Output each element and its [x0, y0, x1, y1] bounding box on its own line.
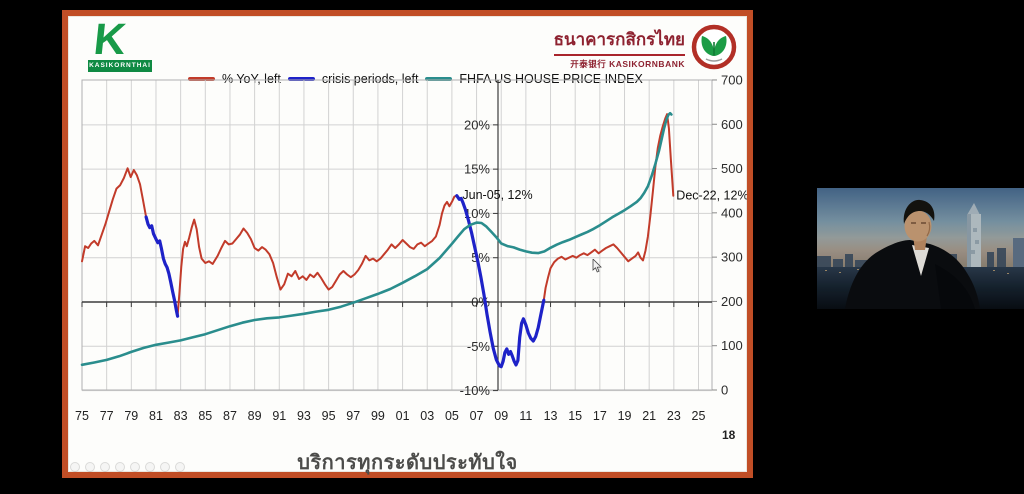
svg-text:0: 0	[721, 383, 728, 398]
svg-text:95: 95	[322, 409, 336, 423]
svg-text:79: 79	[124, 409, 138, 423]
svg-text:600: 600	[721, 117, 743, 132]
watermark-icon	[145, 462, 155, 472]
bank-name-sub: 开泰银行 KASIKORNBANK	[570, 59, 685, 69]
bank-slogan-thai: บริการทุกระดับประทับใจ	[297, 452, 518, 474]
svg-text:100: 100	[721, 338, 743, 353]
svg-text:700: 700	[721, 72, 743, 87]
svg-text:07: 07	[470, 409, 484, 423]
kasikornbank-logo: ธนาคารกสิกรไทย 开泰银行 KASIKORNBANK	[553, 20, 741, 78]
svg-text:05: 05	[445, 409, 459, 423]
presenter-video-frame	[817, 188, 1024, 309]
svg-text:Dec-22, 12%: Dec-22, 12%	[676, 189, 747, 203]
watermark-icon	[160, 462, 170, 472]
svg-text:400: 400	[721, 205, 743, 220]
bank-name-thai: ธนาคารกสิกรไทย	[553, 30, 685, 49]
presentation-slide: K KASIKORNTHAI ธนาคารกสิกรไทย 开泰银行 KASIK…	[62, 10, 753, 478]
svg-text:5%: 5%	[471, 250, 490, 265]
svg-text:75: 75	[75, 409, 89, 423]
svg-text:25: 25	[692, 409, 706, 423]
svg-text:Jun-05, 12%: Jun-05, 12%	[462, 188, 532, 202]
svg-text:500: 500	[721, 161, 743, 176]
presenter-video-tile[interactable]	[817, 188, 1024, 309]
legend-swatch-fhfa	[425, 77, 453, 81]
svg-text:-5%: -5%	[467, 339, 491, 354]
svg-text:20%: 20%	[464, 117, 490, 132]
watermark-icon	[70, 462, 80, 472]
watermark-icon	[115, 462, 125, 472]
legend-swatch-crisis	[287, 77, 315, 81]
svg-text:89: 89	[248, 409, 262, 423]
kasikornthai-badge: KASIKORNTHAI	[88, 60, 152, 72]
svg-text:85: 85	[198, 409, 212, 423]
svg-text:0%: 0%	[471, 295, 490, 310]
svg-text:93: 93	[297, 409, 311, 423]
watermark-icon	[175, 462, 185, 472]
legend-label-yoy: % YoY, left	[222, 72, 281, 86]
svg-text:10%: 10%	[464, 206, 490, 221]
watermark-icon	[130, 462, 140, 472]
svg-text:17: 17	[593, 409, 607, 423]
house-price-chart: 20% 15% 10% 5% 0% -5% -10% 700 600 500 400 300 200 10…	[75, 72, 747, 423]
svg-text:99: 99	[371, 409, 385, 423]
presenter-person	[845, 199, 980, 309]
svg-text:97: 97	[346, 409, 360, 423]
watermark-icon	[85, 462, 95, 472]
legend-label-fhfa: FHFA US HOUSE PRICE INDEX	[459, 72, 643, 86]
face	[904, 210, 932, 242]
shirt	[912, 245, 929, 276]
svg-text:300: 300	[721, 250, 743, 265]
watermark-icon	[100, 462, 110, 472]
watermark-icon-row	[70, 462, 185, 472]
svg-text:77: 77	[100, 409, 114, 423]
svg-text:83: 83	[174, 409, 188, 423]
svg-text:19: 19	[618, 409, 632, 423]
legend-swatch-yoy	[188, 77, 215, 81]
svg-text:-10%: -10%	[460, 383, 491, 398]
svg-text:01: 01	[396, 409, 410, 423]
svg-text:21: 21	[642, 409, 656, 423]
skyscraper	[967, 203, 981, 268]
legend-label-crisis: crisis periods, left	[321, 72, 419, 86]
hair	[903, 199, 935, 224]
svg-text:91: 91	[272, 409, 286, 423]
logo-divider	[553, 54, 685, 56]
svg-text:03: 03	[420, 409, 434, 423]
svg-text:15: 15	[568, 409, 582, 423]
kasikornbank-wordmark: ธนาคารกสิกรไทย 开泰银行 KASIKORNBANK	[553, 26, 685, 70]
svg-text:09: 09	[494, 409, 508, 423]
svg-text:13: 13	[544, 409, 558, 423]
mouse-cursor	[592, 259, 602, 273]
page-number: 18	[722, 428, 736, 442]
edge-tower	[1013, 238, 1024, 268]
svg-text:23: 23	[667, 409, 681, 423]
rice-sprout-icon	[691, 24, 737, 70]
svg-text:15%: 15%	[464, 162, 490, 177]
svg-text:200: 200	[721, 294, 743, 309]
chart-legend: % YoY, left crisis periods, left FHFA US…	[188, 72, 643, 86]
svg-text:81: 81	[149, 409, 163, 423]
svg-text:87: 87	[223, 409, 237, 423]
kasikornthai-logo: K KASIKORNTHAI	[88, 15, 152, 72]
svg-text:11: 11	[519, 409, 532, 423]
